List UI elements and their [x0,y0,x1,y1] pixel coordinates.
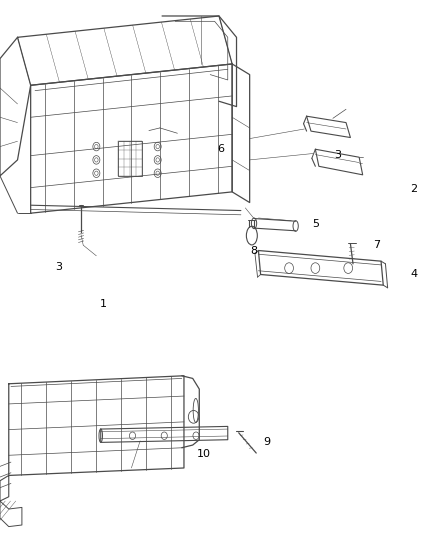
Text: 1: 1 [99,299,106,309]
Text: 3: 3 [334,150,341,159]
Text: 4: 4 [410,270,417,279]
Text: 5: 5 [312,219,319,229]
Text: 6: 6 [218,144,225,154]
Text: 10: 10 [197,449,211,459]
Text: 9: 9 [264,438,271,447]
Text: 2: 2 [410,184,417,194]
Text: 7: 7 [373,240,380,250]
Text: 8: 8 [251,246,258,255]
Text: 3: 3 [56,262,63,271]
